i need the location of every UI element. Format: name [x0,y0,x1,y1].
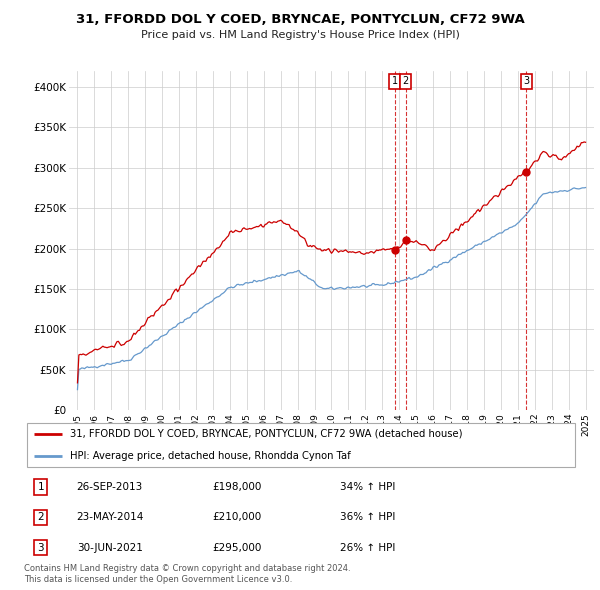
Text: HPI: Average price, detached house, Rhondda Cynon Taf: HPI: Average price, detached house, Rhon… [70,451,350,461]
Text: 1: 1 [37,483,44,492]
Text: 23-MAY-2014: 23-MAY-2014 [77,513,144,522]
Text: This data is licensed under the Open Government Licence v3.0.: This data is licensed under the Open Gov… [24,575,292,584]
Text: 30-JUN-2021: 30-JUN-2021 [77,543,143,552]
Text: Price paid vs. HM Land Registry's House Price Index (HPI): Price paid vs. HM Land Registry's House … [140,30,460,40]
Text: 3: 3 [37,543,44,552]
Text: 2: 2 [403,76,409,86]
FancyBboxPatch shape [27,422,575,467]
Text: 26-SEP-2013: 26-SEP-2013 [77,483,143,492]
Text: 31, FFORDD DOL Y COED, BRYNCAE, PONTYCLUN, CF72 9WA: 31, FFORDD DOL Y COED, BRYNCAE, PONTYCLU… [76,13,524,26]
Text: 34% ↑ HPI: 34% ↑ HPI [340,483,396,492]
Text: £198,000: £198,000 [213,483,262,492]
Text: 26% ↑ HPI: 26% ↑ HPI [340,543,396,552]
Text: Contains HM Land Registry data © Crown copyright and database right 2024.: Contains HM Land Registry data © Crown c… [24,563,350,572]
Text: 2: 2 [37,513,44,522]
Text: 31, FFORDD DOL Y COED, BRYNCAE, PONTYCLUN, CF72 9WA (detached house): 31, FFORDD DOL Y COED, BRYNCAE, PONTYCLU… [70,429,462,439]
Text: £210,000: £210,000 [213,513,262,522]
Text: £295,000: £295,000 [213,543,262,552]
Text: 3: 3 [523,76,529,86]
Text: 1: 1 [392,76,398,86]
Text: 36% ↑ HPI: 36% ↑ HPI [340,513,396,522]
